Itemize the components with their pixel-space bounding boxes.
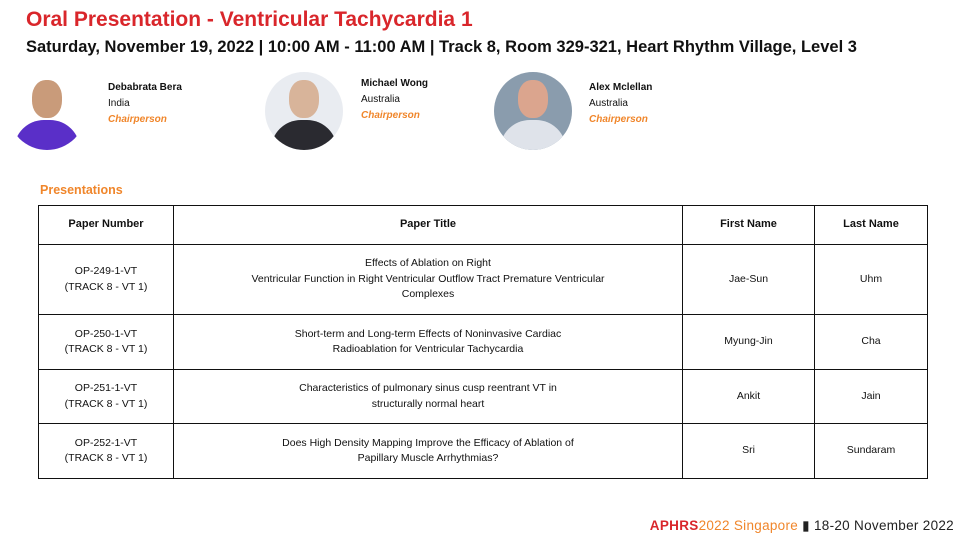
first-name-cell: Myung-Jin <box>682 314 815 370</box>
last-name-cell: Uhm <box>814 244 928 315</box>
paper-title-cell: Does High Density Mapping Improve the Ef… <box>173 423 683 479</box>
chair-name: Alex Mclellan <box>589 82 653 93</box>
paper-number-cell: OP-252-1-VT (TRACK 8 - VT 1) <box>38 423 174 479</box>
chair-role: Chairperson <box>108 114 167 125</box>
session-title: Oral Presentation - Ventricular Tachycar… <box>26 8 473 31</box>
last-name-cell: Cha <box>814 314 928 370</box>
avatar <box>494 72 572 150</box>
first-name-cell: Jae-Sun <box>682 244 815 315</box>
last-name-cell: Sundaram <box>814 423 928 479</box>
chair-card: Alex Mclellan Australia Chairperson <box>494 72 652 150</box>
presentations-heading: Presentations <box>40 183 123 197</box>
chair-card: Michael Wong Australia Chairperson <box>265 72 428 150</box>
presentations-table: Paper Number Paper Title First Name Last… <box>38 205 928 479</box>
table-row: OP-250-1-VT (TRACK 8 - VT 1) Short-term a… <box>38 314 928 370</box>
session-details: Saturday, November 19, 2022 | 10:00 AM -… <box>26 38 857 56</box>
avatar <box>8 72 86 150</box>
chair-role: Chairperson <box>589 114 648 125</box>
chair-name: Michael Wong <box>361 78 429 89</box>
chair-card: Debabrata Bera India Chairperson <box>8 72 182 150</box>
paper-title-cell: Short-term and Long-term Effects of Noni… <box>173 314 683 370</box>
column-header: Paper Number <box>38 205 174 245</box>
column-header: First Name <box>682 205 815 245</box>
chair-role: Chairperson <box>361 110 420 121</box>
paper-number-cell: OP-249-1-VT (TRACK 8 - VT 1) <box>38 244 174 315</box>
table-header: Paper Number Paper Title First Name Last… <box>38 205 928 245</box>
chair-country: Australia <box>361 94 400 105</box>
paper-number-cell: OP-251-1-VT (TRACK 8 - VT 1) <box>38 369 174 424</box>
paper-title-cell: Effects of Ablation on Right Ventricular … <box>173 244 683 315</box>
table-row: OP-249-1-VT (TRACK 8 - VT 1) Effects of A… <box>38 244 928 315</box>
chair-country: Australia <box>589 98 628 109</box>
event-footer-logo: APHRS2022 Singapore ▮ 18-20 November 202… <box>649 518 954 533</box>
paper-number-cell: OP-250-1-VT (TRACK 8 - VT 1) <box>38 314 174 370</box>
chair-name: Debabrata Bera <box>108 82 182 93</box>
column-header: Last Name <box>814 205 928 245</box>
last-name-cell: Jain <box>814 369 928 424</box>
avatar <box>265 72 343 150</box>
table-row: OP-252-1-VT (TRACK 8 - VT 1) Does High De… <box>38 423 928 479</box>
first-name-cell: Sri <box>682 423 815 479</box>
table-row: OP-251-1-VT (TRACK 8 - VT 1) Characterist… <box>38 369 928 424</box>
chair-country: India <box>108 98 130 109</box>
first-name-cell: Ankit <box>682 369 815 424</box>
paper-title-cell: Characteristics of pulmonary sinus cusp … <box>173 369 683 424</box>
column-header: Paper Title <box>173 205 683 245</box>
